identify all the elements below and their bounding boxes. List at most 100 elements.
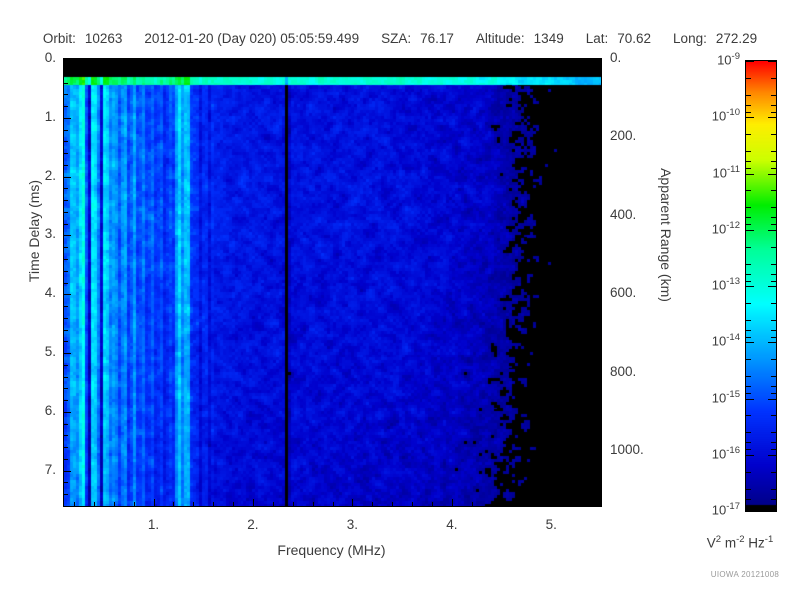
- y2-tick-label: 200.: [610, 128, 637, 144]
- colorbar-tick-minor: [746, 105, 751, 106]
- x-tick-top: [333, 59, 334, 63]
- colorbar-tick-minor: [771, 359, 776, 360]
- x-tick-minor: [233, 502, 234, 506]
- colorbar-tick: [768, 511, 776, 512]
- y-tick-label: 4.: [44, 285, 56, 301]
- colorbar-tick-minor: [746, 95, 751, 96]
- colorbar-tick-minor: [746, 472, 751, 473]
- colorbar-tick-minor: [771, 472, 776, 473]
- colorbar-tick-minor: [771, 303, 776, 304]
- y2-tick-major: [594, 216, 601, 217]
- x-tick-minor: [372, 502, 373, 506]
- y2-tick-label: 1000.: [610, 442, 644, 458]
- x-tick-top: [213, 59, 214, 63]
- colorbar-tick-minor: [746, 264, 751, 265]
- y2-tick-major: [594, 373, 601, 374]
- x-tick-minor: [293, 502, 294, 506]
- x-tick-minor: [313, 502, 314, 506]
- colorbar-tick-minor: [746, 393, 751, 394]
- x-tick-label: 3.: [346, 517, 358, 532]
- x-tick-label: 2.: [247, 517, 259, 532]
- colorbar-tick-minor: [771, 217, 776, 218]
- colorbar-tick: [768, 117, 776, 118]
- y-tick-minor: [64, 482, 68, 483]
- colorbar-tick-minor: [771, 489, 776, 490]
- x-tick-minor: [432, 502, 433, 506]
- x-tick-top: [74, 59, 75, 63]
- x-tick-top: [114, 59, 115, 63]
- y-tick-major: [64, 294, 71, 295]
- y2-tick-minor: [597, 333, 601, 334]
- colorbar-tick-minor: [746, 376, 751, 377]
- y-tick-label: 0.: [44, 50, 56, 65]
- x-tick-minor: [392, 502, 393, 506]
- orbit-label: Orbit:: [42, 31, 76, 46]
- y-tick-label: 1.: [44, 108, 56, 124]
- colorbar-tick-minor: [746, 432, 751, 433]
- colorbar-unit-label: V2 m-2 Hz-1: [706, 534, 774, 551]
- colorbar-tick: [768, 230, 776, 231]
- x-tick-top: [233, 59, 234, 63]
- colorbar-tick-minor: [746, 442, 751, 443]
- y-tick-minor: [64, 424, 68, 425]
- y-tick-minor: [64, 377, 68, 378]
- y-tick-minor: [64, 94, 68, 95]
- sza-value: 76.17: [420, 31, 454, 46]
- colorbar-tick: [746, 286, 754, 287]
- y-tick-minor: [64, 447, 68, 448]
- colorbar-tick: [746, 117, 754, 118]
- colorbar-tick-label: 10-14: [711, 332, 740, 349]
- colorbar-tick-minor: [746, 337, 751, 338]
- colorbar-tick-minor: [771, 506, 776, 507]
- colorbar-tick-minor: [771, 105, 776, 106]
- colorbar-tick-minor: [771, 224, 776, 225]
- x-tick-top: [253, 59, 254, 66]
- x-tick-top: [313, 59, 314, 63]
- x-tick-minor: [512, 502, 513, 506]
- colorbar-tick-minor: [771, 432, 776, 433]
- colorbar-tick-minor: [771, 207, 776, 208]
- y2-tick-major: [594, 59, 601, 60]
- y-tick-minor: [64, 247, 68, 248]
- colorbar-tick-minor: [746, 359, 751, 360]
- altitude-value: 1349: [533, 31, 564, 46]
- y-tick-minor: [64, 318, 68, 319]
- colorbar-tick-minor: [771, 168, 776, 169]
- y-tick-minor: [64, 259, 68, 260]
- colorbar-tick-label: 10-10: [711, 107, 740, 124]
- x-tick-major: [154, 499, 155, 506]
- colorbar-tick-minor: [771, 337, 776, 338]
- y2-tick-minor: [597, 255, 601, 256]
- x-tick-label: 4.: [446, 517, 458, 532]
- colorbar-tick: [768, 286, 776, 287]
- y-tick-minor: [64, 330, 68, 331]
- colorbar-tick-minor: [771, 393, 776, 394]
- colorbar-tick-minor: [771, 499, 776, 500]
- x-tick-top: [591, 59, 592, 63]
- y-tick-minor: [64, 130, 68, 131]
- y-tick-major: [64, 471, 71, 472]
- colorbar-tick: [746, 511, 754, 512]
- colorbar-tick-minor: [746, 489, 751, 490]
- colorbar-tick-minor: [746, 247, 751, 248]
- x-tick-top: [352, 59, 353, 66]
- x-tick-minor: [114, 502, 115, 506]
- altitude-label: Altitude:: [475, 31, 525, 46]
- y2-tick-minor: [597, 490, 601, 491]
- colorbar-tick-minor: [771, 134, 776, 135]
- lat-value: 70.62: [617, 31, 652, 46]
- colorbar-tick-label: 10-16: [711, 444, 740, 462]
- y-tick-label: 2.: [44, 167, 56, 183]
- colorbar-tick-minor: [771, 376, 776, 377]
- x-tick-top: [531, 59, 532, 63]
- lat-label: Lat:: [585, 31, 609, 46]
- colorbar-tick-minor: [746, 303, 751, 304]
- x-tick-minor: [213, 502, 214, 506]
- colorbar-tick: [746, 455, 754, 456]
- x-tick-major: [452, 499, 453, 506]
- colorbar-tick-minor: [746, 161, 751, 162]
- x-tick-minor: [74, 502, 75, 506]
- x-tick-top: [94, 59, 95, 63]
- y2-tick-label: 400.: [610, 206, 637, 222]
- y2-tick-major: [594, 451, 601, 452]
